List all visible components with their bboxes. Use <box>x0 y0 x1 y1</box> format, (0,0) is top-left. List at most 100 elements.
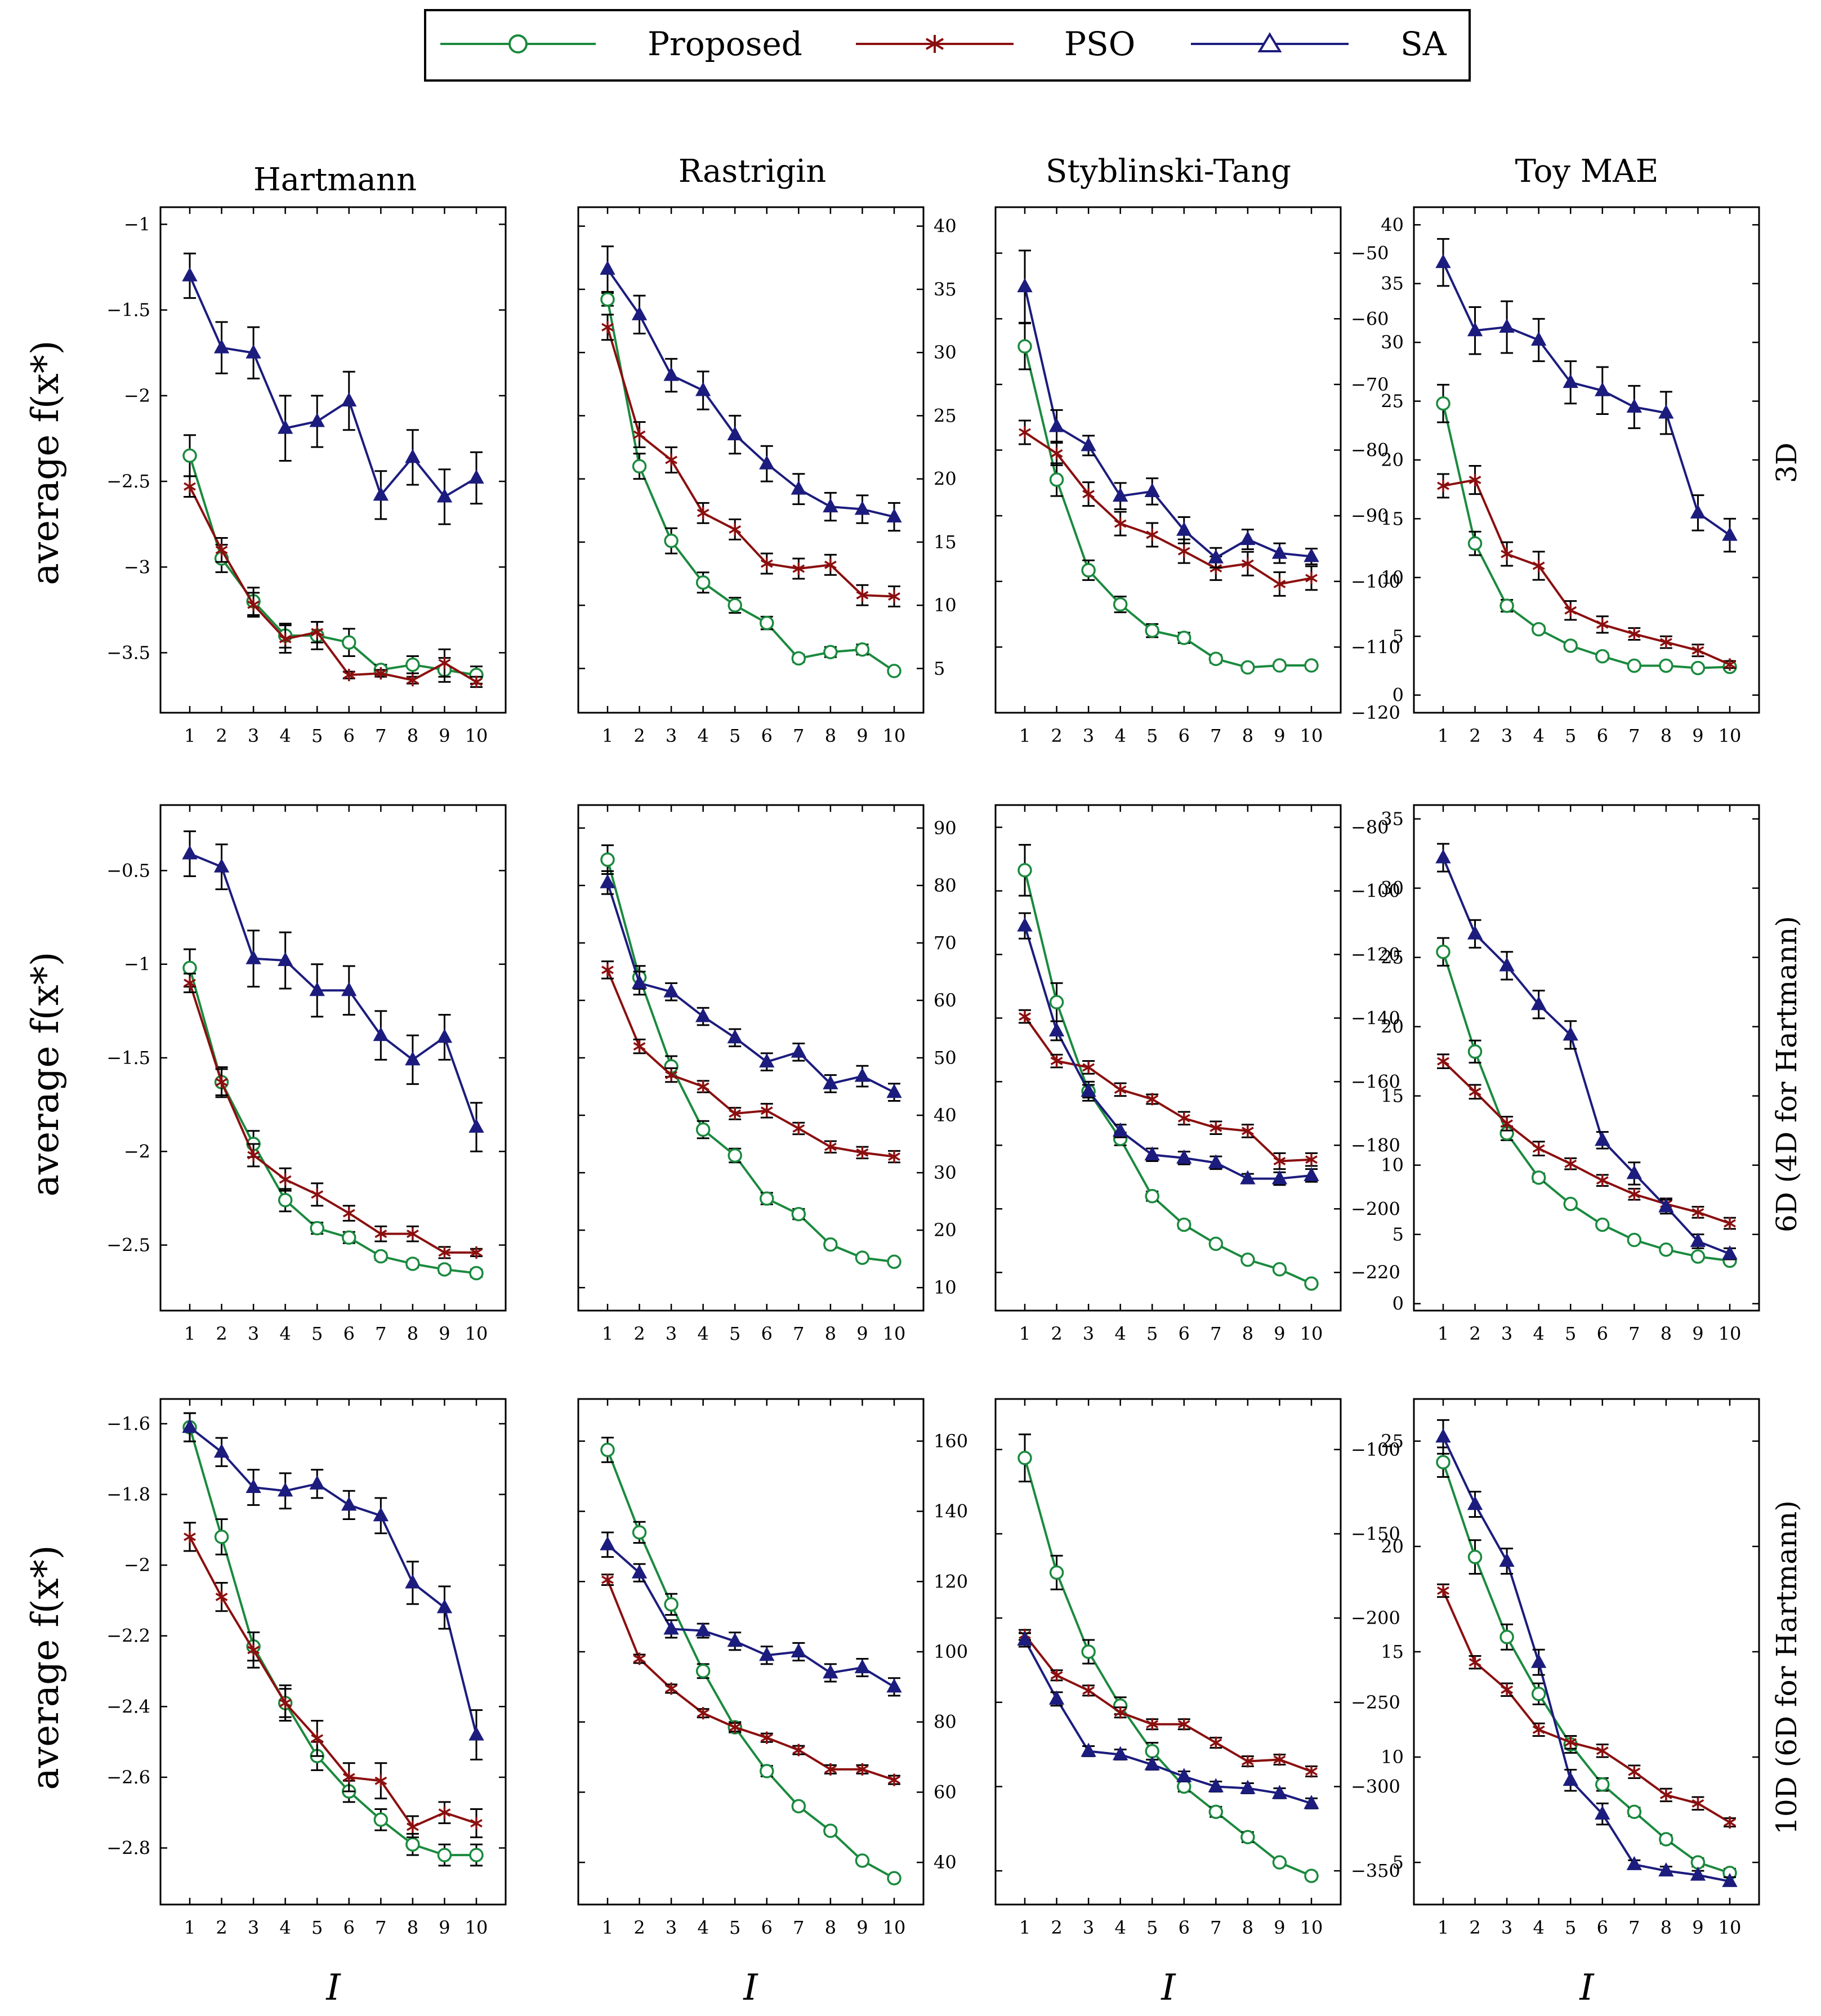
panel-r1-styblinski-tang-series-pso-point <box>1177 545 1190 558</box>
panel-r3-styblinski-tang-series-sa-line <box>1024 1639 1312 1805</box>
panel-r3-hartmann-xtick-label: 3 <box>248 1917 259 1938</box>
panel-r1-toy-mae-series-proposed-point <box>1690 660 1706 676</box>
panel-r3-styblinski-tang-series-proposed-line <box>1024 1458 1312 1877</box>
panel-r1-styblinski-tang-series-proposed <box>1017 322 1319 675</box>
panel-r2-styblinski-tang-series-pso-line <box>1024 1016 1312 1163</box>
panel-r2-rastrigin-ytick-label: 80 <box>934 875 957 896</box>
panel-r1-toy-mae-series-sa-point <box>1499 318 1515 333</box>
panel-r2-rastrigin-xtick-label: 8 <box>825 1323 836 1344</box>
panel-r1-hartmann-xtick-label: 9 <box>439 725 450 746</box>
panel-r1-styblinski-tang-xtick-label: 3 <box>1083 725 1094 746</box>
x-axis-label-col-4: I <box>1579 1967 1595 2009</box>
panel-r2-toy-mae-frame <box>1413 804 1760 1312</box>
panel-r3-styblinski-tang-xtick-label: 5 <box>1146 1917 1158 1938</box>
panel-r3-styblinski-tang-ytick-label: −250 <box>1351 1692 1400 1713</box>
panel-r2-rastrigin-series-sa-point <box>759 1053 775 1068</box>
panel-r2-toy-mae-xtick-label: 9 <box>1692 1323 1703 1344</box>
panel-r3-styblinski-tang-xtick-label: 9 <box>1274 1917 1285 1938</box>
panel-r2-toy-mae-xtick-label: 5 <box>1565 1323 1576 1344</box>
panel-r3-toy-mae-xtick-label: 5 <box>1565 1917 1576 1938</box>
panel-r1-rastrigin-series-sa-point <box>695 382 711 396</box>
panel-r1-hartmann-ytick-label: −2.5 <box>106 471 150 492</box>
panel-r2-hartmann-series-proposed-point <box>278 1193 293 1208</box>
panel-r2-styblinski-tang-series-sa-point <box>1304 1166 1319 1181</box>
panel-r2-styblinski-tang-xtick-label: 10 <box>1300 1323 1323 1344</box>
panel-r2-styblinski-tang-series-sa-point <box>1144 1146 1160 1161</box>
panel-r3-hartmann-ytick-label: −2.4 <box>106 1696 150 1717</box>
panel-r1-hartmann-series-sa-line <box>189 275 477 499</box>
panel-r3-rastrigin-series-sa-point <box>727 1633 743 1647</box>
panel-r3-styblinski-tang-series-pso-point <box>1146 1718 1159 1731</box>
y-axis-label-row-1: average f(x*) <box>24 340 67 585</box>
panel-r2-toy-mae-series-sa-point <box>1499 957 1515 972</box>
panel-r1-hartmann-series-sa-point <box>246 344 261 359</box>
panel-r2-hartmann-series-pso-point <box>342 1207 355 1220</box>
panel-r1-styblinski-tang-series-sa <box>1017 249 1319 569</box>
panel-r2-hartmann-series-pso-point <box>311 1188 324 1201</box>
panel-r3-styblinski-tang-xtick-label: 8 <box>1242 1917 1253 1938</box>
panel-r3-rastrigin-ytick-label: 120 <box>934 1571 968 1592</box>
panel-r3-styblinski-tang-series-proposed-point <box>1017 1451 1032 1465</box>
panel-r3-styblinski-tang-xtick-label: 7 <box>1210 1917 1221 1938</box>
panel-r1-toy-mae-xtick-label: 3 <box>1501 725 1512 746</box>
panel-r2-rastrigin-series-proposed-point <box>855 1250 870 1265</box>
panel-r2-rastrigin-series-sa <box>600 870 902 1102</box>
panel-r2-rastrigin-series-pso-point <box>601 963 614 976</box>
panel-r3-hartmann-series-pso-point <box>438 1806 451 1819</box>
panel-r2-rastrigin-ytick-label: 10 <box>934 1277 957 1298</box>
panel-r3-toy-mae-series-pso-point <box>1437 1584 1449 1597</box>
legend-label-proposed: Proposed <box>648 25 802 63</box>
panel-r1-styblinski-tang-xtick-label: 4 <box>1114 725 1126 746</box>
panel-r3-hartmann-xtick-label: 2 <box>216 1917 227 1938</box>
panel-r2-hartmann-ytick-label: −2.5 <box>106 1235 150 1256</box>
panel-r3-toy-mae-ytick-label: 25 <box>1381 1431 1404 1452</box>
panel-r1-rastrigin-series-proposed-point <box>791 651 806 666</box>
panel-r2-toy-mae-series-pso-point <box>1501 1117 1514 1130</box>
panel-r2-hartmann-series-pso-point <box>374 1227 387 1240</box>
panel-r3-toy-mae-series-sa-point <box>1563 1772 1578 1786</box>
panel-r3-hartmann-series-sa-point <box>468 1726 484 1741</box>
panel-r2-toy-mae-series-sa-point <box>1626 1165 1643 1179</box>
panel-r3-hartmann-ytick-label: −1.6 <box>106 1413 150 1434</box>
panel-r1-toy-mae-frame <box>1413 206 1760 714</box>
panel-r3-rastrigin-series-sa-point <box>663 1620 679 1635</box>
panel-r1-toy-mae-series-proposed-point <box>1436 396 1450 411</box>
panel-r2-toy-mae-series-proposed-point <box>1563 1196 1578 1212</box>
panel-r1-styblinski-tang-series-proposed-point <box>1272 658 1287 673</box>
panel-r1-toy-mae-series-sa-point <box>1658 404 1674 419</box>
panel-r3-toy-mae-series-sa-point <box>1690 1866 1706 1881</box>
panel-r3-hartmann-series-proposed-point <box>437 1848 452 1862</box>
panel-r3-hartmann-xtick-label: 8 <box>407 1917 418 1938</box>
panel-r1-rastrigin-xtick-label: 7 <box>793 725 804 746</box>
panel-r2-hartmann: 1 2 3 4 5 6 7 8 9 10 −0.5 −1 −1.5 −2 −2.5 <box>106 804 507 1344</box>
panel-r3-styblinski-tang-series-sa-point <box>1048 1690 1065 1705</box>
panel-r1-toy-mae-xtick-label: 5 <box>1565 725 1576 746</box>
panel-r1-rastrigin-ytick-label: 40 <box>934 216 957 237</box>
panel-r1-toy-mae-ytick-label: 30 <box>1381 332 1404 353</box>
panel-r3-toy-mae-series-sa-line <box>1442 1436 1730 1883</box>
panel-r1-rastrigin-series-sa-point <box>600 260 615 275</box>
panel-r2-toy-mae-ytick-label: 35 <box>1381 808 1404 830</box>
panel-r3-toy-mae-series-proposed-point <box>1627 1804 1642 1820</box>
panel-r3-rastrigin-series-sa-point <box>631 1564 648 1579</box>
panel-r1-rastrigin-series-sa-line <box>606 268 895 518</box>
panel-r2-rastrigin-series-pso-point <box>824 1141 837 1154</box>
panel-r2-toy-mae-series-sa-point <box>1467 925 1483 940</box>
panel-r2-rastrigin-xtick-label: 6 <box>761 1323 773 1344</box>
panel-r2-toy-mae-series-pso-point <box>1564 1157 1577 1170</box>
panel-r1-rastrigin-xtick-label: 1 <box>602 725 613 746</box>
panel-r3-styblinski-tang-frame <box>994 1398 1342 1906</box>
panel-r1-styblinski-tang-series-sa-line <box>1024 286 1312 560</box>
panel-r3-styblinski-tang-ytick-label: −350 <box>1351 1860 1400 1881</box>
panel-r1-rastrigin-series-pso-point <box>601 321 614 334</box>
panel-r2-hartmann-xtick-label: 2 <box>216 1323 227 1344</box>
panel-r1-styblinski-tang-series-sa-point <box>1208 549 1224 564</box>
panel-r1-hartmann-series-pso-point <box>374 667 387 680</box>
panel-r1-rastrigin-xtick-label: 8 <box>825 725 836 746</box>
panel-r3-toy-mae-series-sa-point <box>1658 1862 1674 1877</box>
panel-r2-rastrigin-series-sa-line <box>606 882 895 1094</box>
panel-r2-rastrigin-ytick-label: 20 <box>934 1219 957 1241</box>
column-title-rastrigin: Rastrigin <box>679 153 827 190</box>
